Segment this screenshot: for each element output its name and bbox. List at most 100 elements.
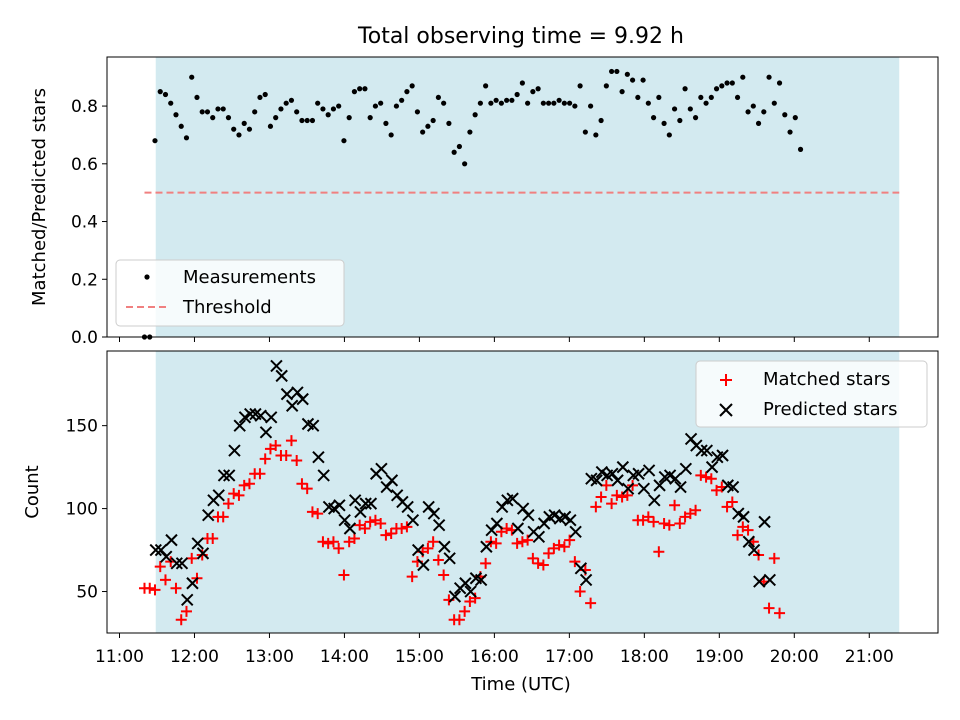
predicted-star-point — [763, 573, 777, 587]
measurement-point — [514, 91, 520, 98]
matched-star-point — [721, 501, 733, 513]
matched-star-point — [459, 605, 471, 617]
predicted-star-point — [385, 474, 399, 487]
measurement-point — [703, 100, 709, 106]
matched-star-point — [285, 435, 297, 447]
measurement-point — [761, 109, 767, 115]
matched-star-point — [186, 552, 198, 564]
measurement-point — [267, 123, 274, 129]
measurement-point — [236, 132, 242, 138]
predicted-star-point — [354, 505, 367, 519]
measurement-point — [378, 100, 384, 106]
measurement-point — [782, 112, 788, 118]
measurement-point — [357, 86, 363, 92]
measurement-point — [283, 100, 289, 106]
predicted-star-point — [443, 552, 456, 565]
predicted-star-point — [726, 480, 740, 494]
y-tick-label: 0.8 — [71, 97, 98, 117]
x-tick-label: 13:00 — [245, 647, 294, 667]
measurement-point — [204, 109, 211, 115]
ratio-y-axis-label: Matched/Predicted stars — [29, 88, 50, 306]
y-tick-label: 50 — [76, 583, 98, 603]
predicted-star-point — [417, 558, 430, 572]
legend-matched-label: Matched stars — [763, 369, 890, 390]
measurement-point — [420, 129, 426, 135]
matched-star-point — [422, 542, 434, 554]
measurement-point — [299, 117, 305, 124]
measurement-point — [734, 94, 741, 101]
measurement-point — [656, 94, 662, 101]
predicted-star-point — [632, 467, 645, 480]
measurement-point — [168, 100, 174, 106]
matched-star-point — [611, 489, 623, 501]
predicted-star-point — [165, 533, 178, 547]
predicted-star-point — [506, 492, 519, 505]
matched-star-point — [763, 602, 775, 614]
predicted-star-point — [522, 509, 535, 522]
legend-predicted-marker — [719, 403, 733, 417]
matched-star-point — [259, 453, 271, 465]
matched-star-point — [726, 496, 738, 508]
measurement-point — [189, 74, 195, 80]
measurement-point — [713, 86, 720, 92]
legend-measurements-label: Measurements — [183, 267, 316, 288]
measurement-point — [619, 89, 625, 95]
matched-star-point — [674, 518, 686, 530]
predicted-star-point — [233, 419, 246, 432]
y-tick-label: 0.0 — [71, 328, 98, 348]
matched-star-point — [438, 569, 450, 581]
predicted-star-point — [448, 590, 462, 603]
measurement-point — [304, 117, 310, 124]
ratio-legend-box — [115, 259, 345, 327]
matched-star-point — [653, 546, 665, 558]
predicted-star-point — [401, 500, 414, 514]
measurement-point — [588, 103, 594, 109]
x-tick-label: 14:00 — [320, 647, 369, 667]
measurement-point — [330, 106, 337, 112]
matched-star-point — [469, 592, 481, 604]
measurement-point — [629, 77, 636, 83]
matched-star-point — [327, 536, 339, 548]
measurement-point — [162, 91, 169, 98]
measurement-point — [294, 109, 300, 115]
measurement-point — [404, 89, 410, 95]
matched-star-point — [317, 536, 329, 548]
predicted-star-point — [621, 482, 635, 495]
matched-star-point — [243, 478, 255, 490]
matched-star-point — [537, 559, 549, 571]
measurement-point — [215, 106, 221, 112]
matched-star-point — [306, 506, 318, 518]
measurement-point — [692, 115, 699, 121]
measurement-point — [430, 117, 436, 124]
measurement-point — [551, 100, 557, 106]
predicted-star-point — [228, 444, 241, 457]
measurement-point — [504, 97, 510, 103]
matched-star-point — [149, 584, 161, 596]
matched-star-point — [359, 522, 371, 534]
measurement-point — [766, 74, 772, 80]
legend-predicted-label: Predicted stars — [763, 399, 897, 420]
measurement-point — [152, 138, 158, 144]
measurement-point — [362, 86, 368, 92]
matched-star-point — [312, 508, 324, 520]
measurement-point — [776, 80, 783, 86]
measurement-point — [750, 103, 756, 109]
predicted-star-point — [280, 387, 294, 401]
predicted-star-point — [406, 513, 420, 527]
predicted-star-point — [364, 497, 378, 510]
matched-star-point — [432, 554, 444, 566]
matched-star-point — [543, 547, 555, 559]
matched-star-point — [606, 498, 618, 510]
measurement-point — [792, 115, 798, 121]
matched-star-point — [301, 483, 313, 495]
measurement-point — [262, 91, 268, 98]
measurement-point — [225, 115, 232, 121]
measurement-point — [561, 100, 567, 106]
measurement-point — [336, 103, 342, 109]
measurement-point — [315, 100, 321, 106]
matched-star-point — [380, 529, 392, 541]
measurement-point — [462, 161, 468, 167]
predicted-star-point — [464, 585, 477, 598]
y-tick-label: 0.6 — [71, 155, 98, 175]
measurement-point — [624, 71, 630, 77]
